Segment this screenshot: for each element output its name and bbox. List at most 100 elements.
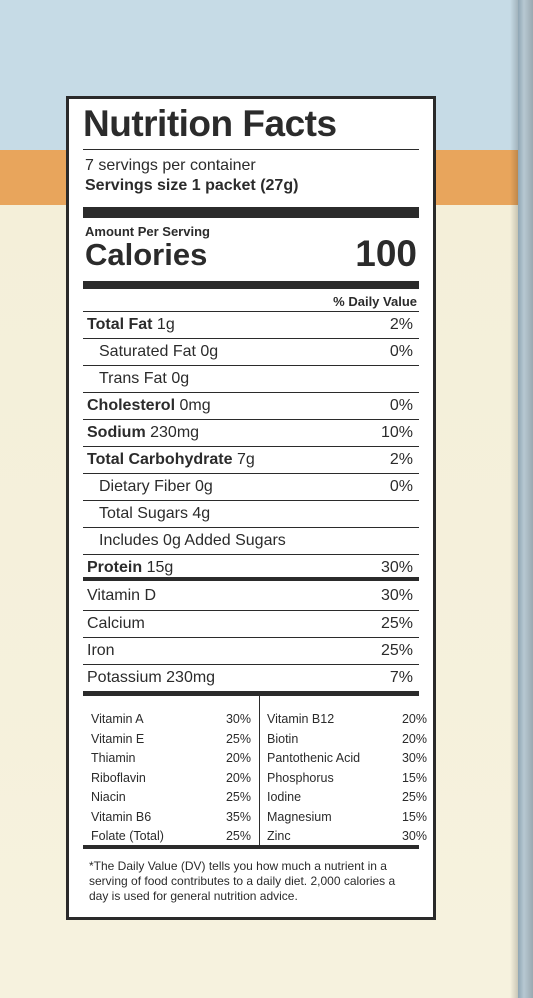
vitamin-row: Calcium 25% <box>83 610 419 637</box>
nutrient-row: Includes 0g Added Sugars <box>83 527 419 554</box>
vitamin-grid-percent: 25% <box>225 829 251 843</box>
column-divider <box>259 696 260 846</box>
nutrient-row: Total Fat 1g 2% <box>83 311 419 338</box>
vitamin-percent: 30% <box>380 587 413 604</box>
vitamin-grid-name: Zinc <box>267 829 291 843</box>
nutrient-name: Total Carbohydrate 7g <box>87 451 255 468</box>
nutrient-name: Sodium 230mg <box>87 424 200 441</box>
nutrient-percent: 0% <box>389 478 413 495</box>
vitamin-grid-name: Thiamin <box>91 751 136 765</box>
vitamin-column-right: Vitamin B12 20% Biotin 20% Pantothenic Acid 3… <box>267 710 427 847</box>
divider <box>83 149 419 150</box>
vitamin-grid-item: Vitamin E 25% <box>91 730 251 750</box>
vitamin-grid-item: Riboflavin 20% <box>91 769 251 789</box>
vitamin-grid-percent: 25% <box>225 790 251 804</box>
nutrient-row: Dietary Fiber 0g 0% <box>83 473 419 500</box>
vitamin-row: Potassium 230mg 7% <box>83 664 419 691</box>
vitamin-grid-percent: 35% <box>225 809 251 824</box>
daily-value-footnote: *The Daily Value (DV) tells you how much… <box>89 859 396 903</box>
nutrient-name: Total Sugars 4g <box>99 505 211 522</box>
nutrient-name: Saturated Fat 0g <box>99 343 219 360</box>
nutrient-row: Total Carbohydrate 7g 2% <box>83 446 419 473</box>
vitamin-grid-item: Vitamin B12 20% <box>267 710 427 730</box>
vitamin-grid-item: Biotin 20% <box>267 730 427 750</box>
thick-divider <box>83 281 419 289</box>
nutrient-name: Dietary Fiber 0g <box>99 478 213 495</box>
vitamin-grid-name: Vitamin A <box>91 712 144 726</box>
vitamin-grid-percent: 20% <box>225 770 251 785</box>
vitamin-name: Potassium 230mg <box>87 669 216 686</box>
vitamin-percent: 25% <box>380 615 413 632</box>
nutrient-percent: 2% <box>389 451 413 468</box>
vitamin-grid-name: Phosphorus <box>267 770 334 785</box>
vitamin-grid-name: Vitamin B6 <box>91 809 152 824</box>
thick-divider <box>83 207 419 218</box>
nutrient-name: Total Fat 1g <box>87 316 175 333</box>
nutrient-row: Sodium 230mg 10% <box>83 419 419 446</box>
nutrient-row: Protein 15g 30% <box>83 554 419 581</box>
panel-title: Nutrition Facts <box>83 103 337 144</box>
nutrient-name: Includes 0g Added Sugars <box>99 532 286 549</box>
vitamin-grid-percent: 15% <box>401 809 427 824</box>
vitamin-percent: 25% <box>380 642 413 659</box>
calories-label: Calories <box>85 237 208 272</box>
nutrient-percent: 30% <box>380 559 413 576</box>
vitamin-grid-item: Vitamin B6 35% <box>91 808 251 828</box>
calories-value: 100 <box>355 233 417 274</box>
vitamin-grid-name: Biotin <box>267 731 299 746</box>
nutrient-percent: 2% <box>389 316 413 333</box>
amount-per-serving: Amount Per Serving <box>85 224 210 239</box>
vitamin-grid-name: Vitamin B12 <box>267 712 335 726</box>
nutrient-row: Total Sugars 4g <box>83 500 419 527</box>
vitamin-column-left: Vitamin A 30% Vitamin E 25% Thiamin 20% Ribofl… <box>91 710 251 847</box>
vitamin-grid-item: Iodine 25% <box>267 788 427 808</box>
vitamin-row: Iron 25% <box>83 637 419 664</box>
vitamin-grid-percent: 25% <box>401 790 427 804</box>
vitamin-grid-name: Pantothenic Acid <box>267 751 361 765</box>
vitamin-percent: 7% <box>389 669 413 686</box>
vitamin-grid-item: Thiamin 20% <box>91 749 251 769</box>
vitamin-grid-item: Pantothenic Acid 30% <box>267 749 427 769</box>
nutrition-facts-panel: Nutrition Facts 7 servings per container… <box>66 96 436 920</box>
nutrient-percent: 0% <box>389 397 413 414</box>
vitamin-row: Vitamin D 30% <box>83 583 419 609</box>
vitamin-grid-item: Zinc 30% <box>267 827 427 847</box>
vitamin-grid-percent: 20% <box>401 731 427 746</box>
divider <box>83 577 419 581</box>
vitamin-grid-item: Niacin 25% <box>91 788 251 808</box>
vitamin-grid: Vitamin A 30% Vitamin E 25% Thiamin 20% Ribofl… <box>83 695 427 847</box>
serving-size: Servings size 1 packet (27g) <box>85 177 299 194</box>
vitamin-grid-name: Vitamin E <box>91 731 145 746</box>
vitamin-grid-percent: 25% <box>225 731 251 746</box>
vitamin-grid-percent: 20% <box>225 751 251 765</box>
nutrient-name: Trans Fat 0g <box>99 370 190 387</box>
vitamin-grid-name: Niacin <box>91 790 126 804</box>
nutrient-percent: 10% <box>380 424 413 441</box>
divider <box>83 691 419 695</box>
vitamin-grid-item: Folate (Total) 25% <box>91 827 251 847</box>
vitamin-grid-percent: 30% <box>401 751 427 765</box>
daily-value-header: % Daily Value <box>333 294 417 309</box>
vitamin-grid-percent: 30% <box>401 829 427 843</box>
vitamin-grid-percent: 20% <box>401 712 427 726</box>
vitamin-grid-item: Vitamin A 30% <box>91 710 251 730</box>
vitamin-grid-name: Folate (Total) <box>91 829 164 843</box>
vitamin-name: Calcium <box>87 615 145 632</box>
package-side-edge <box>518 0 533 998</box>
nutrient-row: Cholesterol 0mg 0% <box>83 392 419 419</box>
vitamin-grid-item: Magnesium 15% <box>267 808 427 828</box>
servings-per-container: 7 servings per container <box>85 157 256 174</box>
nutrient-percent: 0% <box>389 343 413 360</box>
vitamin-grid-item: Phosphorus 15% <box>267 769 427 789</box>
nutrient-row: Trans Fat 0g <box>83 365 419 392</box>
vitamin-grid-name: Iodine <box>267 790 302 804</box>
vitamin-grid-name: Riboflavin <box>91 770 146 785</box>
vitamin-name: Vitamin D <box>87 587 157 604</box>
vitamin-name: Iron <box>87 642 115 659</box>
vitamin-grid-name: Magnesium <box>267 809 332 824</box>
vitamin-grid-percent: 15% <box>401 770 427 785</box>
nutrient-row: Saturated Fat 0g 0% <box>83 338 419 365</box>
divider <box>83 845 419 849</box>
nutrient-name: Cholesterol 0mg <box>87 397 211 414</box>
nutrient-name: Protein 15g <box>87 559 174 576</box>
